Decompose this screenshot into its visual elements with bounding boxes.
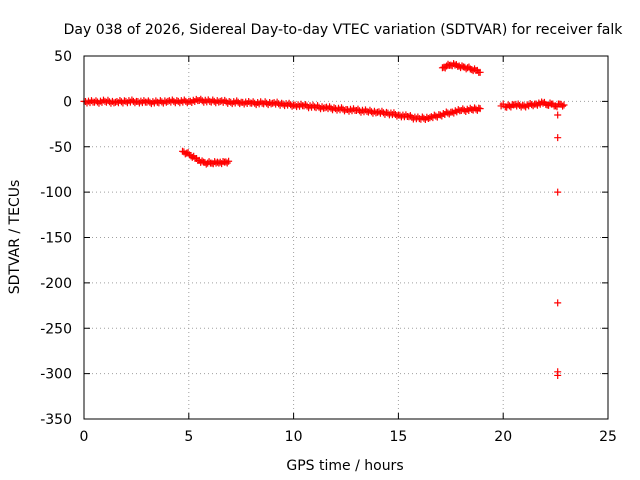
x-tick-label: 5 xyxy=(184,429,193,445)
data-point xyxy=(554,134,562,142)
y-tick-label: -150 xyxy=(40,231,72,247)
data-point-fill xyxy=(354,105,362,113)
data-point-fill xyxy=(559,102,567,110)
y-axis-ticks: 50 0 -50 -100 -150 -200 -250 -300 -350 xyxy=(40,49,608,428)
data-point-fill xyxy=(197,95,205,103)
data-point xyxy=(476,68,484,76)
data-point-fill xyxy=(254,98,262,106)
data-points xyxy=(80,60,568,379)
plot-frame xyxy=(83,55,609,420)
data-point xyxy=(554,188,562,196)
data-point-fill xyxy=(366,106,374,114)
y-tick-label: 0 xyxy=(63,94,72,110)
y-axis-label: SDTVAR / TECUs xyxy=(7,180,23,295)
data-point xyxy=(122,97,130,105)
data-point-fill xyxy=(263,99,271,107)
x-tick-label: 10 xyxy=(285,429,303,445)
x-axis-label: GPS time / hours xyxy=(286,458,403,474)
data-point-fill xyxy=(454,106,462,114)
x-tick-label: 15 xyxy=(389,429,407,445)
data-point-fill xyxy=(514,100,522,108)
data-point xyxy=(225,157,233,165)
data-point-fill xyxy=(230,98,238,106)
data-point xyxy=(164,97,172,105)
data-point xyxy=(554,111,562,119)
data-point-fill xyxy=(251,99,259,107)
data-point-fill xyxy=(125,97,133,105)
data-point-fill xyxy=(165,97,173,105)
data-point-fill xyxy=(285,99,293,107)
data-point xyxy=(560,101,568,109)
data-point-fill xyxy=(406,112,414,120)
data-point-fill xyxy=(273,98,281,106)
y-tick-label: -250 xyxy=(40,321,72,337)
data-point-fill xyxy=(378,107,386,115)
data-point-fill xyxy=(221,96,229,104)
data-point-fill xyxy=(338,104,346,112)
y-tick-label: -100 xyxy=(40,185,72,201)
data-point-fill xyxy=(314,102,322,110)
data-point xyxy=(554,299,562,307)
x-tick-label: 0 xyxy=(80,429,89,445)
data-point-fill xyxy=(177,97,185,105)
data-point xyxy=(476,105,484,113)
chart-title: Day 038 of 2026, Sidereal Day-to-day VTE… xyxy=(64,22,624,38)
data-point-fill xyxy=(390,109,398,117)
y-tick-label: 50 xyxy=(54,49,72,65)
data-point-fill xyxy=(393,112,401,120)
data-point-fill xyxy=(326,103,334,111)
x-axis-ticks: 0 5 10 15 20 25 xyxy=(80,56,617,445)
y-tick-label: -350 xyxy=(40,412,72,428)
data-point-fill xyxy=(104,96,112,104)
data-point-fill xyxy=(302,101,310,109)
y-tick-label: -50 xyxy=(49,140,72,156)
y-tick-label: -200 xyxy=(40,276,72,292)
data-point-fill xyxy=(146,98,154,106)
y-tick-label: -300 xyxy=(40,367,72,383)
data-point xyxy=(174,97,182,105)
data-point-fill xyxy=(149,98,157,106)
data-point-fill xyxy=(432,112,440,120)
data-point-fill xyxy=(210,97,218,105)
data-point xyxy=(227,98,235,106)
x-tick-label: 20 xyxy=(494,429,512,445)
x-tick-label: 25 xyxy=(599,429,617,445)
data-point xyxy=(554,371,562,379)
data-point-fill xyxy=(223,159,231,167)
data-point-fill xyxy=(444,109,452,117)
